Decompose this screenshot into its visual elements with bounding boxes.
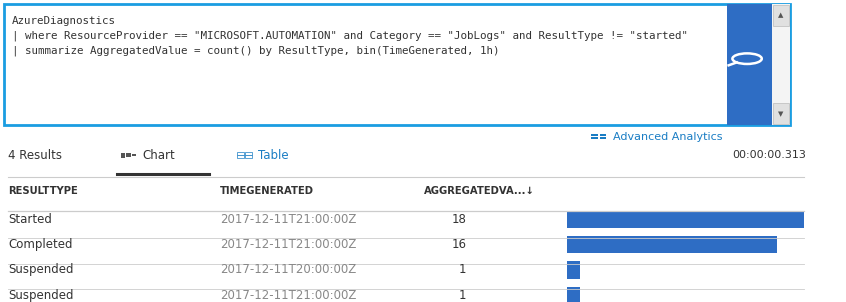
Text: 18: 18 [452, 213, 467, 226]
FancyBboxPatch shape [591, 137, 598, 140]
FancyBboxPatch shape [126, 153, 130, 157]
Text: Advanced Analytics: Advanced Analytics [613, 132, 722, 142]
Text: 16: 16 [452, 238, 467, 251]
FancyBboxPatch shape [237, 152, 244, 155]
FancyBboxPatch shape [132, 154, 136, 156]
FancyBboxPatch shape [772, 103, 788, 124]
Text: 2017-12-11T21:00:00Z: 2017-12-11T21:00:00Z [220, 213, 357, 226]
FancyBboxPatch shape [567, 262, 580, 278]
FancyBboxPatch shape [4, 5, 789, 125]
FancyBboxPatch shape [121, 153, 125, 158]
Text: Suspended: Suspended [8, 263, 74, 276]
Text: Started: Started [8, 213, 52, 226]
Text: 1: 1 [459, 263, 467, 276]
FancyBboxPatch shape [237, 155, 244, 158]
FancyBboxPatch shape [567, 236, 777, 253]
Text: AGGREGATEDVA...↓: AGGREGATEDVA...↓ [424, 186, 536, 196]
Text: TIMEGENERATED: TIMEGENERATED [220, 186, 314, 196]
FancyBboxPatch shape [567, 210, 804, 228]
FancyBboxPatch shape [244, 155, 252, 158]
Text: 2017-12-11T21:00:00Z: 2017-12-11T21:00:00Z [220, 238, 357, 251]
Text: AzureDiagnostics: AzureDiagnostics [12, 16, 116, 26]
Text: Suspended: Suspended [8, 289, 74, 302]
Text: RESULTTYPE: RESULTTYPE [8, 186, 78, 196]
FancyBboxPatch shape [567, 287, 580, 302]
FancyBboxPatch shape [591, 134, 598, 137]
Text: ▼: ▼ [778, 111, 783, 117]
FancyBboxPatch shape [244, 152, 252, 155]
Text: | summarize AggregatedValue = count() by ResultType, bin(TimeGenerated, 1h): | summarize AggregatedValue = count() by… [12, 46, 500, 56]
Text: 4 Results: 4 Results [8, 149, 62, 162]
Text: 00:00:00.313: 00:00:00.313 [732, 150, 806, 160]
FancyBboxPatch shape [600, 134, 606, 137]
Text: Chart: Chart [142, 149, 175, 162]
Text: ▲: ▲ [778, 13, 783, 19]
FancyBboxPatch shape [727, 5, 772, 125]
FancyBboxPatch shape [600, 137, 606, 140]
Text: 2017-12-11T21:00:00Z: 2017-12-11T21:00:00Z [220, 289, 357, 302]
FancyBboxPatch shape [772, 5, 788, 27]
Text: 2017-12-11T20:00:00Z: 2017-12-11T20:00:00Z [220, 263, 356, 276]
Text: Completed: Completed [8, 238, 73, 251]
Text: Table: Table [258, 149, 288, 162]
FancyBboxPatch shape [772, 5, 789, 125]
Text: 1: 1 [459, 289, 467, 302]
Text: | where ResourceProvider == "MICROSOFT.AUTOMATION" and Category == "JobLogs" and: | where ResourceProvider == "MICROSOFT.A… [12, 31, 689, 41]
